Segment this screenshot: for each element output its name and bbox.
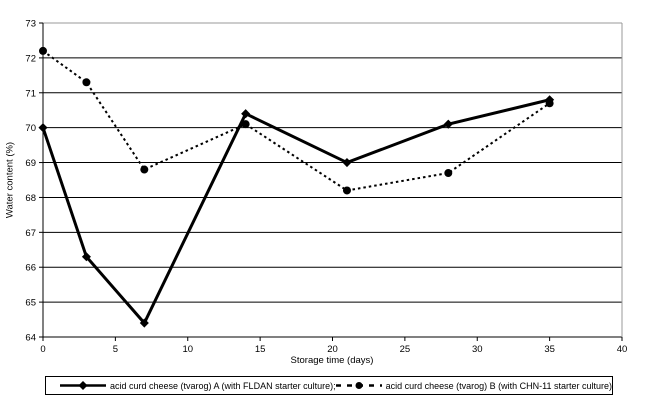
- legend-label-cheese-b: acid curd cheese (tvarog) B (with CHN-11…: [385, 380, 613, 391]
- circle-marker: [545, 99, 554, 108]
- x-tick-label: 15: [255, 344, 266, 355]
- circle-marker: [39, 46, 47, 55]
- circle-marker: [342, 186, 351, 195]
- legend-entry-cheese-b: acid curd cheese (tvarog) B (with CHN-11…: [335, 380, 613, 391]
- x-tick-label: 40: [617, 344, 628, 355]
- y-axis-title: Water content (%): [4, 141, 16, 219]
- y-tick-label: 71: [25, 88, 36, 99]
- y-tick-label: 65: [25, 298, 36, 309]
- dashed-line-circle-marker-icon: [335, 382, 382, 389]
- diamond-marker: [241, 109, 251, 119]
- diamond-marker: [38, 123, 48, 133]
- y-tick-label: 67: [25, 228, 36, 239]
- legend-label-cheese-a: acid curd cheese (tvarog) A (with FLDAN …: [110, 380, 336, 391]
- x-tick-label: 10: [182, 344, 193, 355]
- x-tick-label: 30: [472, 344, 483, 355]
- y-tick-label: 68: [25, 193, 36, 204]
- circle-marker: [444, 169, 453, 178]
- x-tick-label: 0: [40, 344, 45, 355]
- solid-line-diamond-marker-icon: [60, 380, 106, 391]
- series-line-a: [41, 98, 550, 326]
- circle-marker: [82, 78, 91, 87]
- legend-entry-cheese-a: acid curd cheese (tvarog) A (with FLDAN …: [60, 380, 336, 391]
- y-tick-label: 72: [25, 53, 36, 64]
- circle-marker: [241, 120, 250, 129]
- y-tick-label: 69: [25, 158, 36, 169]
- x-tick-label: 35: [544, 344, 555, 355]
- x-axis-title: Storage time (days): [290, 355, 374, 366]
- x-tick-label: 25: [400, 344, 411, 355]
- y-tick-label: 70: [25, 123, 36, 134]
- y-tick-label: 64: [25, 333, 36, 344]
- x-tick-label: 5: [113, 344, 118, 355]
- y-tick-label: 73: [25, 19, 36, 30]
- circle-marker: [140, 165, 149, 174]
- x-tick-label: 20: [327, 344, 338, 355]
- legend: acid curd cheese (tvarog) A (with FLDAN …: [45, 376, 613, 395]
- series-line-b: [42, 50, 551, 192]
- y-tick-label: 66: [25, 263, 36, 274]
